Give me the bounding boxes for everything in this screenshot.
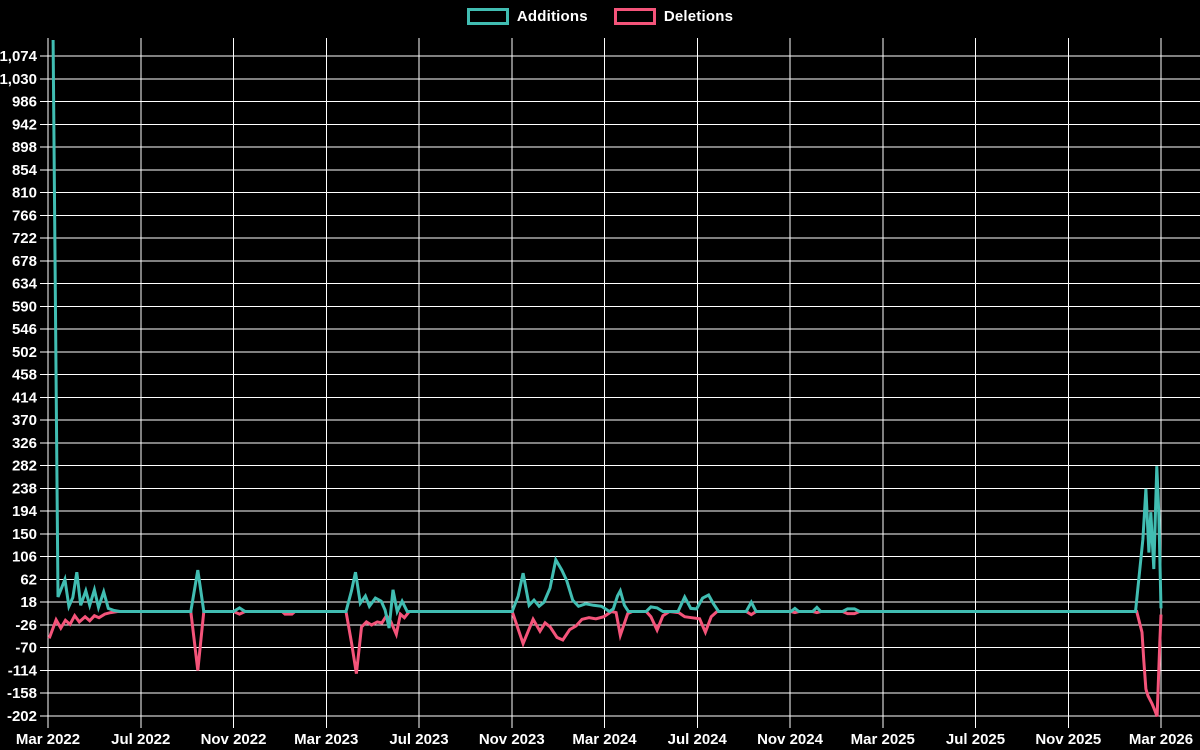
y-tick-label: 370 <box>12 412 37 429</box>
y-tick-label: -114 <box>8 662 38 679</box>
x-tick-label: Jul 2025 <box>946 731 1005 748</box>
y-tick-label: 590 <box>12 298 37 315</box>
y-tick-label: -158 <box>7 685 37 702</box>
y-tick-label: 150 <box>12 526 37 543</box>
y-tick-label: 678 <box>12 253 37 270</box>
y-tick-label: 414 <box>12 389 38 406</box>
x-tick-label: Nov 2025 <box>1035 731 1101 748</box>
y-tick-label: 546 <box>12 321 37 338</box>
additions-swatch-icon <box>466 8 509 25</box>
chart-legend: Additions Deletions <box>0 8 1200 25</box>
y-tick-label: 458 <box>12 367 37 384</box>
deletions-line <box>47 609 1163 718</box>
legend-label-additions: Additions <box>516 8 588 25</box>
additions-line <box>51 39 1163 629</box>
y-tick-label: 766 <box>12 207 37 224</box>
legend-label-deletions: Deletions <box>663 8 734 25</box>
x-tick-label: Nov 2022 <box>201 731 267 748</box>
y-tick-label: 854 <box>12 162 38 179</box>
y-tick-label: 986 <box>12 94 37 111</box>
x-tick-label: Mar 2025 <box>851 731 915 748</box>
y-tick-label: -202 <box>7 708 37 725</box>
x-tick-label: Nov 2023 <box>479 731 545 748</box>
deletions-swatch-icon <box>613 8 656 25</box>
x-tick-label: Mar 2026 <box>1129 731 1193 748</box>
x-tick-label: Mar 2022 <box>16 731 80 748</box>
x-grid: Mar 2022 Jul 2022 Nov 2022 Mar 2023 Jul 2023… <box>16 38 1193 748</box>
y-tick-label: -26 <box>15 617 37 634</box>
y-tick-label: 326 <box>12 435 37 452</box>
x-tick-label: Jul 2022 <box>111 731 170 748</box>
x-tick-label: Nov 2024 <box>757 731 824 748</box>
y-tick-label: 238 <box>12 480 37 497</box>
legend-item-additions[interactable]: Additions <box>466 8 588 25</box>
legend-item-deletions[interactable]: Deletions <box>613 8 734 25</box>
x-tick-label: Mar 2024 <box>572 731 637 748</box>
y-tick-label: 810 <box>12 185 37 202</box>
y-tick-label: 62 <box>20 571 37 588</box>
x-tick-label: Mar 2023 <box>294 731 358 748</box>
x-tick-label: Jul 2024 <box>668 731 728 748</box>
y-tick-label: 722 <box>12 230 37 247</box>
y-tick-label: 634 <box>12 276 38 293</box>
y-tick-label: 502 <box>12 344 37 361</box>
y-tick-label: 282 <box>12 458 37 475</box>
x-tick-label: Jul 2023 <box>389 731 448 748</box>
y-tick-label: 1,030 <box>0 71 37 88</box>
y-tick-label: 898 <box>12 139 37 156</box>
y-tick-label: 18 <box>20 594 37 611</box>
y-tick-label: 194 <box>12 503 38 520</box>
y-grid: 1,074 1,030 986 942 898 854 810 766 722 678 634 590… <box>0 48 1200 725</box>
y-tick-label: 942 <box>12 116 37 133</box>
y-tick-label: -70 <box>15 640 37 657</box>
y-tick-label: 1,074 <box>0 48 38 65</box>
y-tick-label: 106 <box>12 549 37 566</box>
